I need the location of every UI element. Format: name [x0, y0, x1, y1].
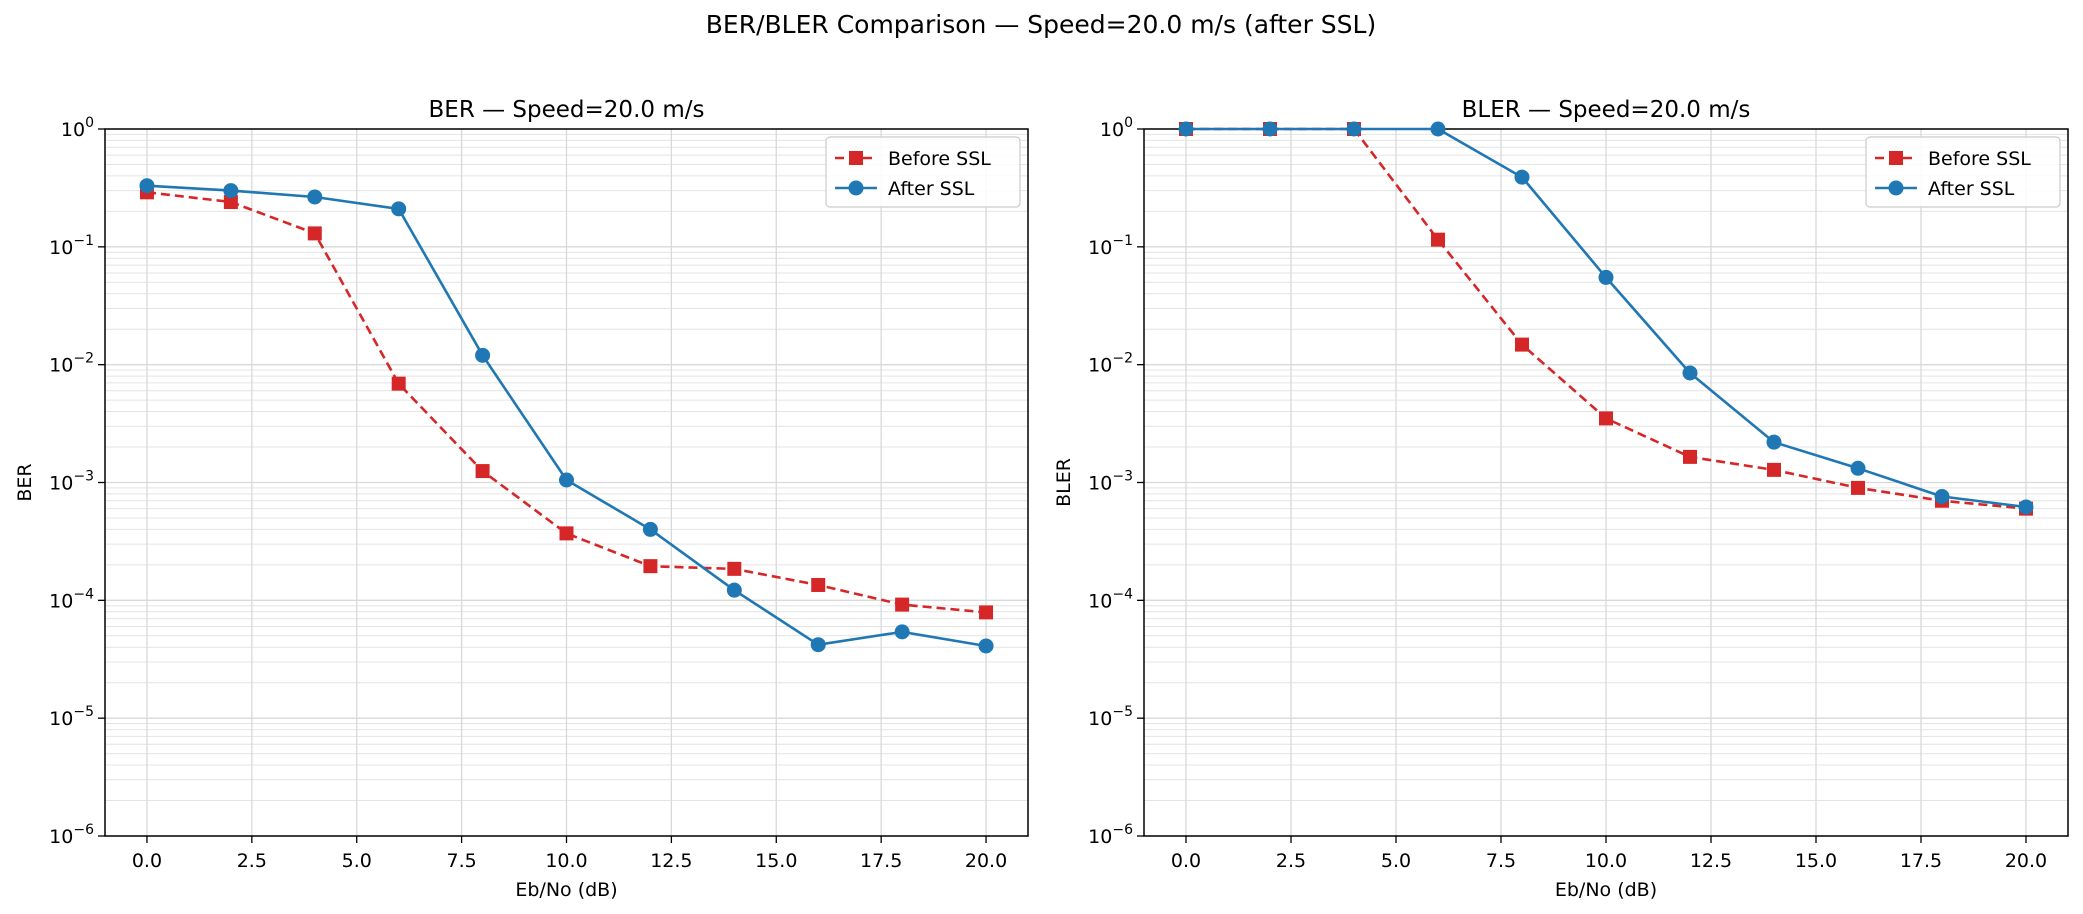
y-tick-label: 10−1 [1088, 233, 1133, 259]
data-point-after [894, 624, 910, 640]
y-tick-label: 100 [61, 115, 94, 141]
legend-label-after: After SSL [888, 178, 975, 200]
y-tick-label: 10−1 [49, 233, 94, 259]
data-point-after [1178, 121, 1194, 137]
legend-label-after: After SSL [1928, 178, 2015, 200]
data-point-after [391, 201, 407, 217]
data-point-after [1934, 489, 1950, 505]
data-point-before [1767, 462, 1781, 477]
data-point-before [643, 559, 658, 574]
y-tick-label: 10−4 [1088, 586, 1133, 612]
chart-panels: 0.0 2.5 5.0 7.5 10.0 12.5 15.0 17.5 20.0 10−6 10−5… [14, 97, 2069, 901]
legend: Before SSL After SSL [825, 136, 1021, 208]
data-point-after [1262, 121, 1278, 137]
x-tick-label: 2.5 [1276, 850, 1306, 872]
data-point-after [1346, 121, 1362, 137]
x-tick-label: 0.0 [1171, 850, 1201, 872]
x-tick-label: 2.5 [237, 850, 267, 872]
x-tick-label: 20.0 [2005, 850, 2047, 872]
data-point-after [1850, 460, 1866, 476]
y-tick-label: 10−6 [1088, 822, 1133, 848]
data-point-after [1766, 434, 1782, 450]
series-after [139, 178, 994, 654]
data-point-before [811, 577, 826, 592]
x-tick-label: 5.0 [342, 850, 372, 872]
data-point-before [979, 605, 994, 620]
data-point-after [1430, 121, 1446, 137]
y-axis-label: BER [14, 463, 36, 501]
figure-suptitle: BER/BLER Comparison — Speed=20.0 m/s (af… [706, 10, 1376, 39]
data-point-after [307, 189, 323, 205]
x-tick-label: 17.5 [1900, 850, 1942, 872]
data-point-before [895, 597, 910, 612]
data-point-before [559, 526, 574, 541]
data-point-before [391, 376, 406, 391]
y-tick-label: 10−5 [1088, 704, 1133, 730]
y-tick-label: 10−5 [49, 704, 94, 730]
x-tick-label: 15.0 [755, 850, 797, 872]
legend-marker-after [848, 180, 864, 196]
x-tick-label: 15.0 [1795, 850, 1837, 872]
y-tick-label: 100 [1100, 115, 1133, 141]
x-axis-label: Eb/No (dB) [515, 879, 617, 901]
x-tick-label: 20.0 [965, 850, 1007, 872]
x-tick-label: 10.0 [1585, 850, 1627, 872]
data-point-after [1514, 169, 1530, 185]
legend-marker-after [1888, 180, 1904, 196]
y-tick-label: 10−3 [1088, 469, 1133, 495]
legend-box [825, 136, 1021, 208]
data-point-after [1598, 269, 1614, 285]
data-point-before [727, 561, 742, 576]
data-point-before [307, 226, 322, 241]
data-point-after [139, 178, 155, 194]
data-point-before [1431, 232, 1445, 247]
data-point-after [978, 638, 994, 654]
chart-title: BER — Speed=20.0 m/s [429, 97, 705, 123]
data-point-before [1683, 449, 1697, 464]
x-tick-label: 5.0 [1381, 850, 1411, 872]
x-tick-label: 17.5 [860, 850, 902, 872]
y-tick-label: 10−6 [49, 822, 94, 848]
x-tick-label: 7.5 [1486, 850, 1516, 872]
data-point-after [559, 472, 574, 488]
data-point-before [475, 464, 490, 479]
x-tick-label: 0.0 [132, 850, 162, 872]
legend: Before SSL After SSL [1865, 136, 2061, 208]
y-tick-label: 10−2 [1088, 351, 1133, 377]
x-tick-label: 7.5 [447, 850, 477, 872]
data-point-before [1851, 480, 1865, 495]
chart-ber: 0.0 2.5 5.0 7.5 10.0 12.5 15.0 17.5 20.0 10−6 10−5… [14, 97, 1029, 901]
legend-marker-before [1889, 151, 1903, 165]
y-tick-label: 10−4 [49, 586, 94, 612]
legend-marker-before [849, 151, 863, 165]
y-axis-label: BLER [1053, 458, 1075, 507]
data-point-after [223, 183, 239, 199]
legend-label-before: Before SSL [1928, 148, 2031, 170]
x-axis-label: Eb/No (dB) [1555, 879, 1657, 901]
data-point-after [726, 582, 742, 598]
legend-box [1865, 136, 2061, 208]
series-line-before [146, 191, 987, 614]
data-point-before [1599, 411, 1613, 426]
series-before [139, 185, 994, 620]
x-tick-label: 12.5 [650, 850, 692, 872]
data-point-after [810, 637, 826, 653]
data-point-after [1682, 365, 1698, 381]
data-point-after [642, 521, 658, 537]
legend-label-before: Before SSL [888, 148, 991, 170]
y-tick-label: 10−3 [49, 469, 94, 495]
grid [105, 128, 1028, 837]
series-after [1178, 121, 2034, 515]
data-point-after [475, 347, 491, 363]
grid [1144, 128, 2068, 837]
x-tick-label: 12.5 [1690, 850, 1732, 872]
data-point-before [1515, 337, 1529, 352]
y-tick-label: 10−2 [49, 351, 94, 377]
chart-title: BLER — Speed=20.0 m/s [1462, 97, 1751, 123]
data-point-before [223, 195, 238, 210]
x-tick-label: 10.0 [545, 850, 587, 872]
data-point-after [2018, 499, 2034, 515]
chart-bler: 0.0 2.5 5.0 7.5 10.0 12.5 15.0 17.5 20.0 10−6 10−5… [1053, 97, 2069, 901]
